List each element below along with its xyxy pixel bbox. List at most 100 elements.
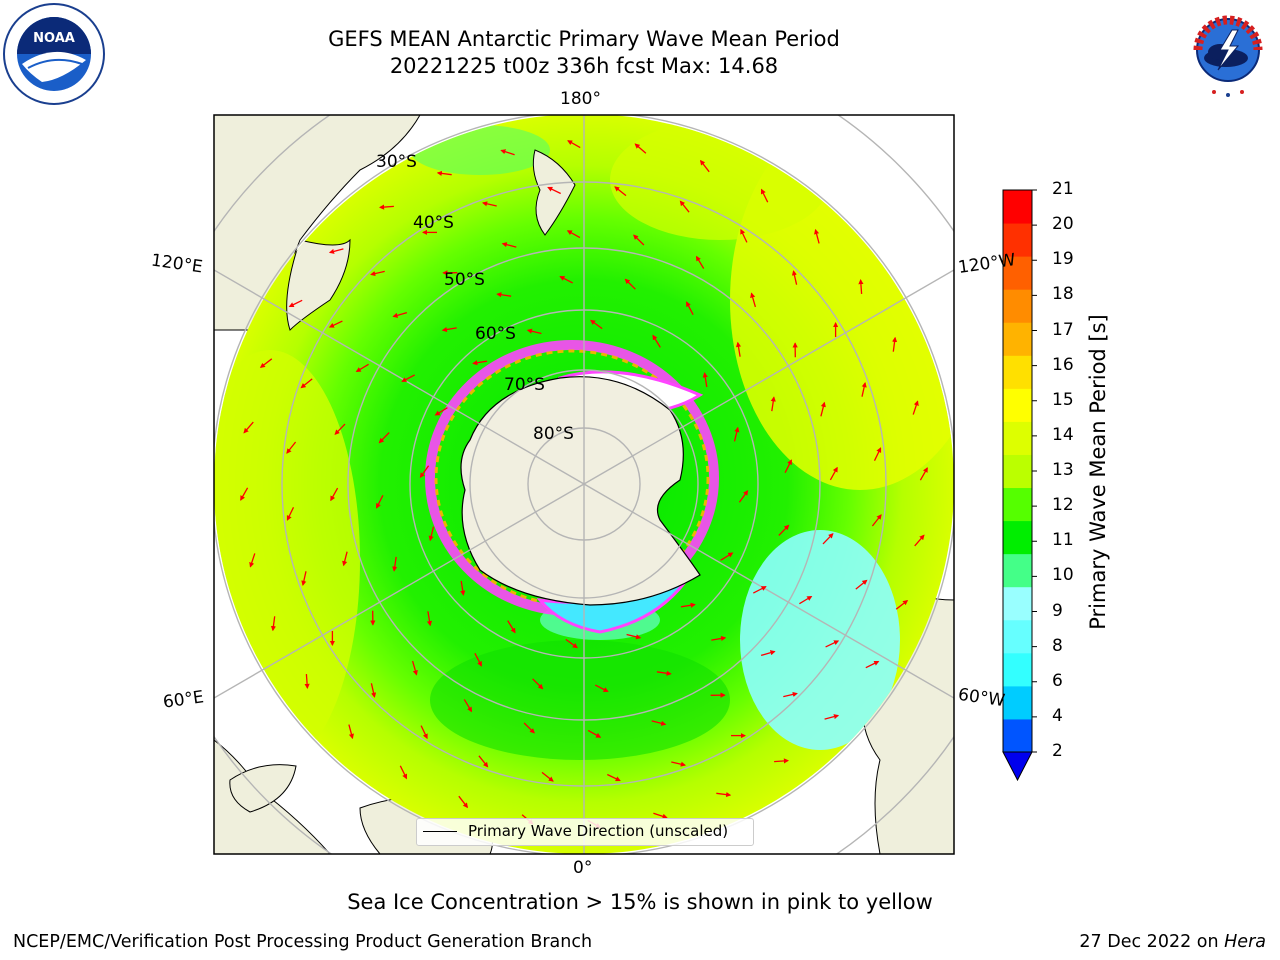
wave-direction-arrow <box>348 724 354 740</box>
wave-direction-arrow <box>434 407 448 416</box>
wave-direction-arrow <box>334 423 346 435</box>
lat-label-60s: 60°S <box>475 324 516 344</box>
madagascar-land <box>229 764 297 813</box>
colorbar-tick-label: 16 <box>1052 354 1074 375</box>
wave-direction-arrow <box>288 299 303 308</box>
wave-direction-arrow <box>753 586 767 594</box>
wave-direction-arrow <box>607 773 621 782</box>
wave-direction-arrow <box>919 467 928 481</box>
wave-direction-arrow <box>861 381 867 397</box>
wave-direction-arrow <box>820 401 826 417</box>
lat-label-70s: 70°S <box>504 375 545 395</box>
wave-direction-arrow <box>370 270 385 277</box>
wave-direction-arrow <box>651 720 667 726</box>
wave-direction-arrow <box>735 341 742 357</box>
wave-direction-arrow <box>738 490 749 503</box>
wave-direction-arrow <box>474 653 482 667</box>
wave-direction-arrow <box>858 278 864 294</box>
colorbar-band <box>1003 586 1032 621</box>
wave-direction-arrow <box>791 270 798 285</box>
wave-direction-arrow <box>392 311 408 318</box>
wave-direction-arrow <box>829 466 838 481</box>
wave-direction-arrow <box>559 276 573 284</box>
colorbar-tick-label: 6 <box>1052 670 1063 691</box>
wave-direction-arrow <box>778 524 790 536</box>
credit-right: 27 Dec 2022 on Hera <box>1079 932 1266 952</box>
lat-label-40s: 40°S <box>413 213 454 233</box>
wave-direction-arrow <box>428 526 435 542</box>
wave-direction-arrow <box>595 684 609 692</box>
colorbar <box>1002 189 1037 782</box>
wave-direction-arrow <box>770 396 776 412</box>
wave-direction-arrow <box>912 400 919 415</box>
wave-direction-arrow <box>824 714 840 720</box>
wave-direction-arrow <box>286 441 297 454</box>
colorbar-band <box>1003 553 1032 588</box>
wave-direction-arrow <box>507 620 516 634</box>
wave-direction-arrow <box>680 602 696 608</box>
wave-direction-arrow <box>774 758 790 764</box>
wave-direction-arrow <box>355 363 369 373</box>
colorbar-band <box>1003 322 1032 356</box>
colorbar-band <box>1003 454 1032 489</box>
wave-direction-arrow <box>259 358 273 369</box>
legend-line-swatch <box>423 831 457 832</box>
colorbar-tick-label: 11 <box>1052 530 1074 551</box>
wave-direction-arrow <box>614 186 627 197</box>
colorbar-band <box>1003 421 1032 455</box>
wave-direction-arrow <box>304 674 310 690</box>
colorbar-tick-label: 4 <box>1052 705 1063 726</box>
wave-direction-arrow <box>822 533 834 545</box>
colorbar-band <box>1003 289 1032 323</box>
wave-direction-arrow <box>243 421 254 434</box>
wave-direction-arrow <box>420 725 428 740</box>
wave-direction-arrow <box>784 459 792 473</box>
colorbar-tick-label: 12 <box>1052 495 1074 516</box>
wave-direction-arrow <box>814 228 820 244</box>
credit-left: NCEP/EMC/Verification Post Processing Pr… <box>13 932 593 952</box>
wave-direction-arrow <box>496 292 512 298</box>
colorbar-band <box>1003 256 1032 290</box>
wave-direction-arrow <box>825 640 840 648</box>
colorbar-tick-label: 10 <box>1052 565 1074 586</box>
wave-direction-arrow <box>478 755 489 768</box>
wave-direction-arrow <box>330 487 339 502</box>
colorbar-tick-label: 19 <box>1052 249 1074 270</box>
wave-direction-arrow <box>532 678 544 690</box>
wave-direction-arrow <box>328 248 344 254</box>
wave-direction-arrow <box>436 170 452 177</box>
wave-direction-arrow <box>711 635 727 642</box>
wave-direction-arrow <box>419 465 430 478</box>
wave-direction-arrow <box>523 722 535 734</box>
wave-direction-arrow <box>472 360 488 366</box>
wave-direction-arrow <box>686 301 694 315</box>
colorbar-band <box>1003 355 1032 389</box>
wave-direction-arrow <box>871 514 882 527</box>
wave-direction-arrow <box>328 320 343 328</box>
wave-direction-arrow <box>249 553 256 568</box>
wave-direction-arrow <box>565 638 578 649</box>
wave-direction-arrow <box>624 278 636 290</box>
graticule <box>214 115 954 854</box>
colorbar-title: Primary Wave Mean Period [s] <box>1086 314 1110 630</box>
wave-direction-arrow <box>301 571 307 587</box>
wave-direction-arrow <box>760 188 769 203</box>
colorbar-band <box>1003 652 1032 687</box>
wave-direction-arrow <box>458 795 469 809</box>
wave-direction-arrow <box>567 140 581 149</box>
wave-direction-arrow <box>501 242 517 248</box>
lon-label-180: 180° <box>560 89 601 109</box>
wave-direction-arrow <box>799 595 813 605</box>
wave-direction-arrow <box>526 328 542 335</box>
chart-subtitle: 20221225 t00z 336h fcst Max: 14.68 <box>389 54 779 78</box>
wave-direction-arrow <box>702 372 708 388</box>
chart-title: GEFS MEAN Antarctic Primary Wave Mean Pe… <box>328 27 840 51</box>
wave-direction-arrow <box>891 336 898 352</box>
noaa-logo: NOAA <box>3 3 105 105</box>
wave-direction-arrow <box>740 228 748 243</box>
wave-direction-arrow <box>411 660 418 676</box>
colorbar-tick-label: 2 <box>1052 741 1063 761</box>
wave-direction-arrow <box>426 611 433 627</box>
wave-direction-arrow <box>895 599 909 610</box>
